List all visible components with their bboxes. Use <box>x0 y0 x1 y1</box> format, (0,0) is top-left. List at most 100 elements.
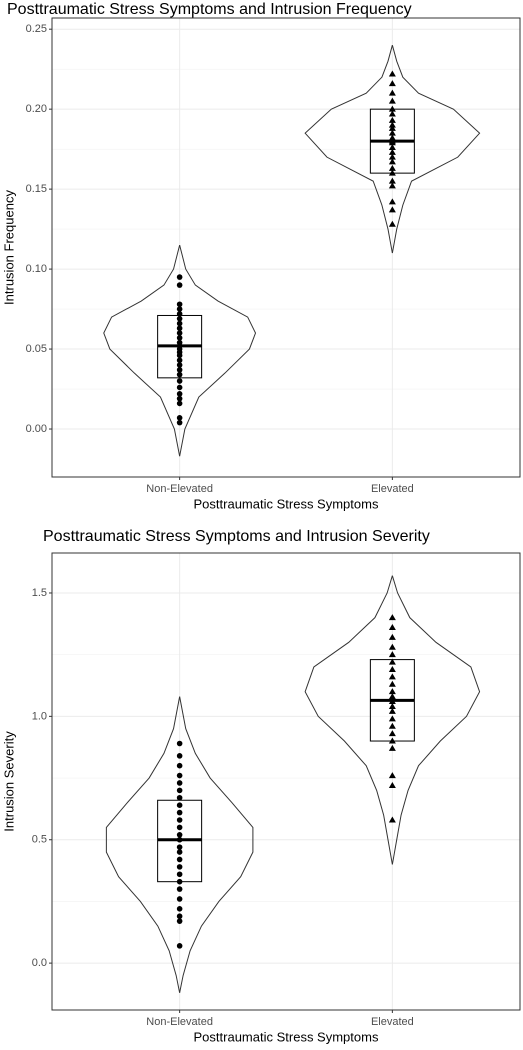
point <box>388 816 396 823</box>
point <box>176 849 183 855</box>
point <box>388 744 396 751</box>
violin-half <box>179 696 254 993</box>
point <box>176 357 183 364</box>
point <box>176 787 183 794</box>
x-tick-label: Elevated <box>371 1016 414 1028</box>
y-tick-label: 0.15 <box>26 183 47 195</box>
point <box>388 633 396 640</box>
point <box>388 121 396 128</box>
point <box>388 658 396 665</box>
point <box>388 134 396 141</box>
y-tick-label: 0.20 <box>26 103 47 115</box>
point <box>388 698 396 705</box>
point <box>176 832 183 838</box>
panel-border <box>51 17 521 478</box>
point <box>388 722 396 729</box>
violin-half <box>304 575 393 865</box>
panel-background <box>52 18 520 477</box>
point <box>176 802 183 808</box>
y-tick-label: 0.25 <box>26 23 47 35</box>
violin-half <box>179 244 257 457</box>
x-tick-label: Elevated <box>371 483 414 495</box>
point <box>176 886 183 892</box>
point <box>176 918 183 924</box>
point <box>176 274 183 280</box>
y-tick-label: 0.05 <box>26 343 47 355</box>
point <box>176 836 183 843</box>
point <box>388 198 396 205</box>
point <box>388 781 396 788</box>
point <box>176 400 183 407</box>
x-tick-label: Non-Elevated <box>146 483 213 495</box>
x-axis-title: Posttraumatic Stress Symptoms <box>194 1029 379 1044</box>
x-axis-title: Posttraumatic Stress Symptoms <box>194 496 379 511</box>
point <box>388 169 396 176</box>
point <box>176 878 183 885</box>
point <box>388 702 396 709</box>
violin-half <box>391 45 481 254</box>
point <box>388 206 396 213</box>
point <box>388 673 396 680</box>
point <box>388 680 396 687</box>
chart: Posttraumatic Stress Symptoms and Intrus… <box>1 1 521 511</box>
point <box>388 129 396 136</box>
point <box>388 158 396 165</box>
point <box>388 665 396 672</box>
point <box>388 137 396 144</box>
point <box>176 753 183 759</box>
point <box>388 153 396 160</box>
point <box>388 220 396 227</box>
point <box>176 864 183 870</box>
point <box>176 282 183 288</box>
point <box>176 371 183 378</box>
chart-title: Posttraumatic Stress Symptoms and Intrus… <box>7 1 412 18</box>
y-tick-label: 1.0 <box>32 710 47 722</box>
point <box>176 740 183 747</box>
x-tick-label: Non-Elevated <box>146 1016 213 1028</box>
violin-half <box>391 575 481 865</box>
point <box>176 780 183 786</box>
point <box>388 97 396 104</box>
point <box>388 651 396 658</box>
point <box>388 737 396 744</box>
y-tick-label: 0.10 <box>26 263 47 275</box>
point <box>388 89 396 96</box>
point <box>388 70 396 77</box>
point <box>176 320 183 327</box>
point <box>176 325 183 332</box>
point <box>176 896 183 902</box>
point <box>176 794 183 801</box>
y-tick-label: 0.00 <box>26 423 47 435</box>
point <box>176 943 183 949</box>
point <box>176 335 183 341</box>
point <box>388 707 396 714</box>
y-tick-label: 0.0 <box>32 957 47 969</box>
point <box>388 124 396 131</box>
point <box>176 913 183 920</box>
point <box>388 177 396 184</box>
chart-title: Posttraumatic Stress Symptoms and Intrus… <box>43 528 430 545</box>
point <box>176 844 183 850</box>
point <box>176 817 183 823</box>
point <box>388 148 396 155</box>
point <box>388 624 396 631</box>
point <box>176 311 183 317</box>
panel-background <box>52 553 520 1010</box>
point <box>176 419 183 426</box>
point <box>176 809 183 816</box>
violin-half <box>105 696 181 993</box>
point <box>388 110 396 117</box>
chart: Posttraumatic Stress Symptoms and Intrus… <box>1 528 521 1044</box>
y-tick-label: 1.5 <box>32 587 47 599</box>
point <box>176 871 183 878</box>
y-axis-title: Intrusion Severity <box>1 731 16 832</box>
point <box>176 824 183 831</box>
point <box>388 164 396 171</box>
point <box>388 693 396 700</box>
point <box>388 730 396 737</box>
point <box>176 339 183 346</box>
point <box>388 772 396 779</box>
point <box>388 80 396 87</box>
y-tick-label: 0.5 <box>32 834 47 846</box>
